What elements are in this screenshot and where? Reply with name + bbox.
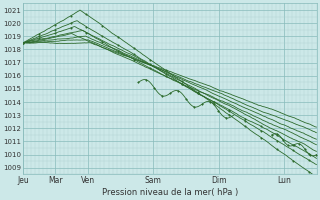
X-axis label: Pression niveau de la mer( hPa ): Pression niveau de la mer( hPa ) [101,188,238,197]
